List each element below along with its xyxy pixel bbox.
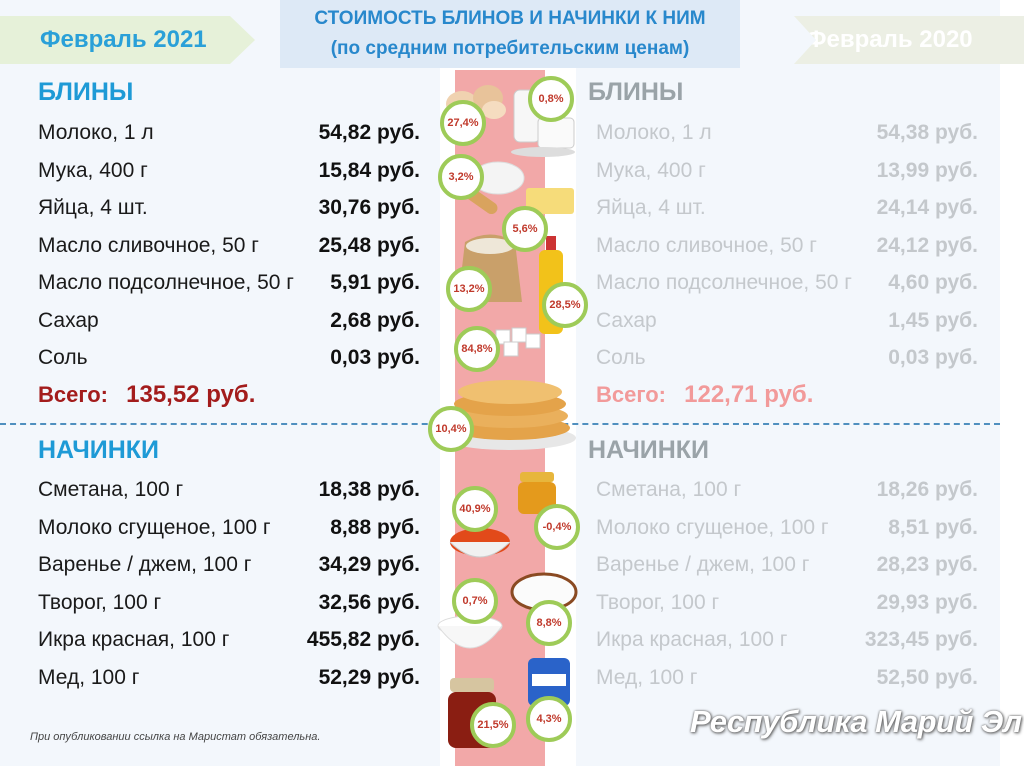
badge-condensed-milk: -0,4% <box>534 504 580 550</box>
title-line-1: СТОИМОСТЬ БЛИНОВ И НАЧИНКИ К НИМ <box>314 8 706 29</box>
badge-sunflower-oil: 28,5% <box>542 282 588 328</box>
item-label: Молоко сгущеное, 100 г <box>596 515 829 539</box>
pancakes-heading-2020: БЛИНЫ <box>588 78 684 106</box>
pancakes-heading-2021: БЛИНЫ <box>38 78 134 106</box>
item-price: 18,38 руб. <box>318 478 420 501</box>
item-label: Мед, 100 г <box>596 665 698 689</box>
item-price: 2,68 руб. <box>330 308 420 332</box>
item-price: 8,51 руб. <box>888 515 978 539</box>
item-price: 24,14 руб. <box>876 196 978 219</box>
item-label: Масло сливочное, 50 г <box>38 233 259 257</box>
item-label: Сметана, 100 г <box>38 478 184 501</box>
total-label-2020: Всего: <box>596 382 666 407</box>
badge-milk: 0,8% <box>528 76 574 122</box>
item-price: 52,50 руб. <box>876 665 978 689</box>
badge-cottage-cheese: 8,8% <box>526 600 572 646</box>
item-label: Мед, 100 г <box>38 665 140 689</box>
item-label: Сметана, 100 г <box>596 478 742 501</box>
item-price: 5,91 руб. <box>330 271 420 294</box>
item-label: Сахар <box>596 308 657 332</box>
badge-eggs: 27,4% <box>440 100 486 146</box>
brand-logo-text: Республика Марий Эл <box>690 704 1022 739</box>
fillings-heading-2020: НАЧИНКИ <box>588 436 710 464</box>
item-label: Яйца, 4 шт. <box>596 196 706 219</box>
right-panel-background <box>576 0 1000 766</box>
total-2020: Всего: 122,71 руб. <box>596 381 813 409</box>
item-price: 18,26 руб. <box>876 478 978 501</box>
item-label: Варенье / джем, 100 г <box>596 553 810 576</box>
item-label: Масло подсолнечное, 50 г <box>596 271 852 294</box>
butter-icon <box>520 182 580 222</box>
sugar-cubes-icon <box>488 320 548 360</box>
item-price: 8,88 руб. <box>330 515 420 539</box>
item-price: 54,82 руб. <box>318 121 420 144</box>
item-price: 28,23 руб. <box>876 553 978 576</box>
page-title: СТОИМОСТЬ БЛИНОВ И НАЧИНКИ К НИМ (по сре… <box>280 0 740 68</box>
item-label: Масло сливочное, 50 г <box>596 233 817 257</box>
badge-butter: 5,6% <box>502 206 548 252</box>
item-label: Варенье / джем, 100 г <box>38 553 252 576</box>
fillings-heading-2021: НАЧИНКИ <box>38 436 160 464</box>
item-price: 455,82 руб. <box>306 628 420 651</box>
item-price: 0,03 руб. <box>888 346 978 369</box>
badge-honey: 4,3% <box>526 696 572 742</box>
left-panel-background <box>0 0 440 766</box>
item-label: Масло подсолнечное, 50 г <box>38 271 294 294</box>
item-label: Мука, 400 г <box>38 158 148 182</box>
total-value-2020: 122,71 руб. <box>684 381 814 408</box>
item-label: Яйца, 4 шт. <box>38 196 148 219</box>
badge-sour-cream: 40,9% <box>452 486 498 532</box>
item-price: 32,56 руб. <box>318 590 420 614</box>
pancake-stack-icon <box>436 368 578 452</box>
item-label: Соль <box>38 346 88 369</box>
item-price: 54,38 руб. <box>876 121 978 144</box>
item-label: Молоко сгущеное, 100 г <box>38 515 271 539</box>
badge-flour: 3,2% <box>438 154 484 200</box>
caviar-bowl-icon <box>440 520 516 570</box>
item-label: Икра красная, 100 г <box>596 628 788 651</box>
item-price: 15,84 руб. <box>318 158 420 182</box>
item-price: 0,03 руб. <box>330 346 420 369</box>
total-2021: Всего: 135,52 руб. <box>38 381 255 409</box>
item-price: 30,76 руб. <box>318 196 420 219</box>
condensed-milk-icon <box>524 654 574 710</box>
item-label: Мука, 400 г <box>596 158 706 182</box>
badge-pancakes: 10,4% <box>428 406 474 452</box>
badge-salt: 84,8% <box>454 326 500 372</box>
item-price: 29,93 руб. <box>876 590 978 614</box>
item-price: 34,29 руб. <box>318 553 420 576</box>
item-label: Творог, 100 г <box>38 590 162 614</box>
item-price: 24,12 руб. <box>876 233 978 257</box>
period-tag-2020: Февраль 2020 <box>794 16 1024 64</box>
total-value-2021: 135,52 руб. <box>126 381 256 408</box>
item-price: 4,60 руб. <box>888 271 978 294</box>
badge-caviar: 21,5% <box>470 702 516 748</box>
item-label: Молоко, 1 л <box>596 121 712 144</box>
item-label: Икра красная, 100 г <box>38 628 230 651</box>
item-price: 1,45 руб. <box>888 308 978 332</box>
item-label: Сахар <box>38 308 99 332</box>
total-label-2021: Всего: <box>38 382 108 407</box>
item-price: 25,48 руб. <box>318 233 420 257</box>
item-price: 323,45 руб. <box>864 628 978 651</box>
item-price: 13,99 руб. <box>876 158 978 182</box>
item-label: Творог, 100 г <box>596 590 720 614</box>
item-label: Молоко, 1 л <box>38 121 154 144</box>
badge-jam: 0,7% <box>452 578 498 624</box>
period-tag-2021: Февраль 2021 <box>0 16 255 64</box>
item-price: 52,29 руб. <box>318 665 420 689</box>
footnote: При опубликовании ссылка на Маристат обя… <box>30 731 321 743</box>
badge-sugar: 13,2% <box>446 266 492 312</box>
item-label: Соль <box>596 346 646 369</box>
title-line-2: (по средним потребительским ценам) <box>330 38 690 59</box>
